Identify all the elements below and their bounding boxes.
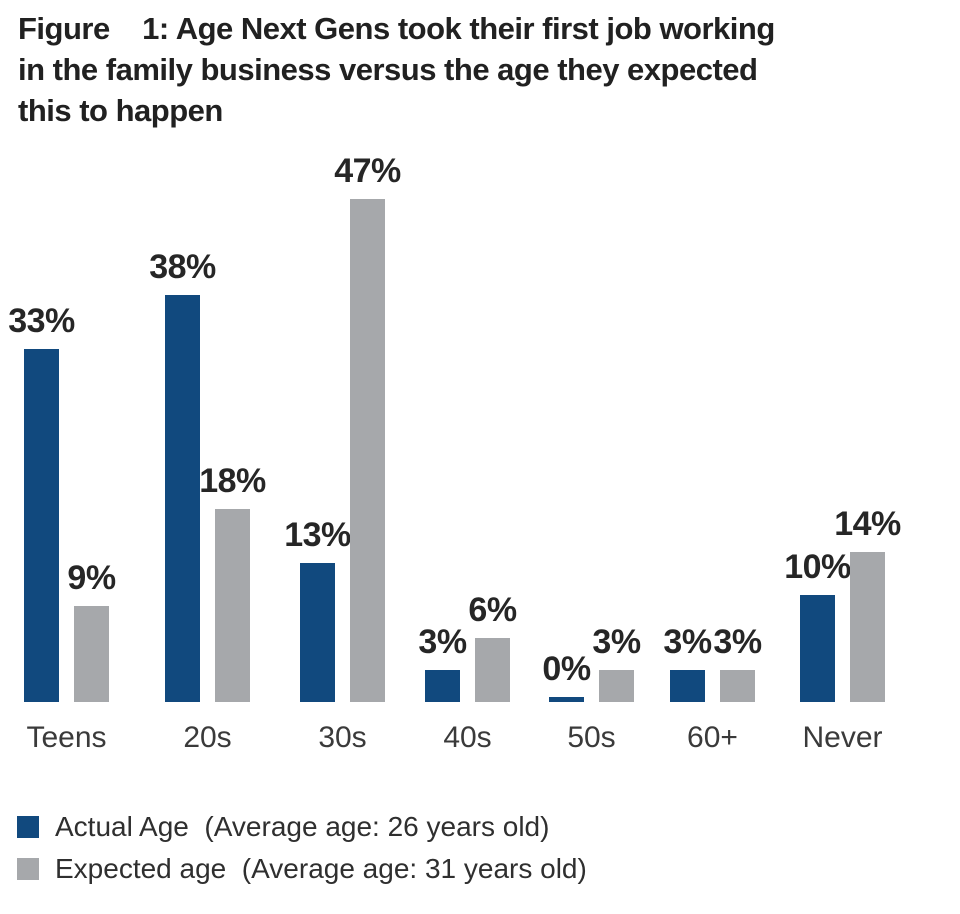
value-label-expectedage-60: 3% (713, 623, 762, 661)
legend-item-actual-age: Actual Age (Average age: 26 years old) (17, 806, 587, 848)
x-tick-label-never: Never (802, 721, 883, 754)
value-label-actualage-never: 10% (784, 548, 851, 586)
bar-expectedage-40s (475, 638, 510, 702)
bar-expectedage-never (850, 552, 885, 702)
x-tick-label-40s: 40s (443, 721, 492, 754)
legend-swatch-expected-age (17, 858, 39, 880)
legend-item-expected-age: Expected age (Average age: 31 years old) (17, 848, 587, 890)
value-label-expectedage-20s: 18% (199, 462, 266, 500)
figure-title: Figure 1: Age Next Gens took their first… (18, 11, 775, 128)
value-label-expectedage-50s: 3% (592, 623, 641, 661)
value-label-actualage-50s: 0% (542, 650, 591, 688)
value-label-actualage-teens: 33% (8, 302, 75, 340)
bar-expectedage-50s (599, 670, 634, 702)
bar-actualage-20s (165, 295, 200, 702)
legend-label-actual-age: Actual Age (Average age: 26 years old) (55, 811, 550, 842)
value-label-expectedage-teens: 9% (67, 559, 116, 597)
bar-actualage-60 (670, 670, 705, 702)
x-tick-label-teens: Teens (26, 721, 107, 754)
bar-expectedage-teens (74, 606, 109, 702)
bar-expectedage-60 (720, 670, 755, 702)
legend-swatch-actual-age (17, 816, 39, 838)
bar-actualage-teens (24, 349, 59, 702)
bar-actualage-never (800, 595, 835, 702)
value-label-actualage-20s: 38% (149, 248, 216, 286)
bar-expectedage-20s (215, 509, 250, 702)
x-tick-label-20s: 20s (183, 721, 232, 754)
x-tick-label-50s: 50s (567, 721, 616, 754)
x-tick-label-30s: 30s (318, 721, 367, 754)
bar-chart: 33% 9% Teens 38% 18% 20s 13% 47% 30s 3% 6% 40s 0% 3% 5… (0, 150, 960, 780)
bar-actualage-50s (549, 697, 584, 702)
bar-actualage-30s (300, 563, 335, 702)
value-label-expectedage-never: 14% (834, 505, 901, 543)
legend-label-expected-age: Expected age (Average age: 31 years old) (55, 853, 587, 884)
bar-expectedage-30s (350, 199, 385, 702)
value-label-actualage-60: 3% (663, 623, 712, 661)
chart-legend: Actual Age (Average age: 26 years old) E… (17, 806, 587, 890)
value-label-expectedage-30s: 47% (334, 152, 401, 190)
bar-actualage-40s (425, 670, 460, 702)
value-label-actualage-40s: 3% (418, 623, 467, 661)
x-tick-label-60: 60+ (687, 721, 738, 754)
value-label-actualage-30s: 13% (284, 516, 351, 554)
value-label-expectedage-40s: 6% (468, 591, 517, 629)
